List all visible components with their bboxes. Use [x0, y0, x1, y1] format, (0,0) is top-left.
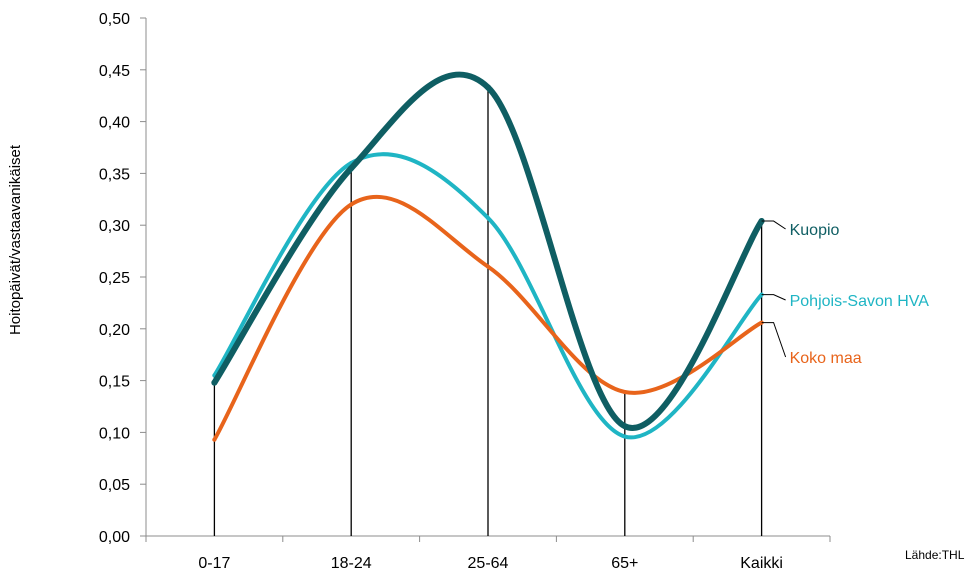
- data-point: [349, 202, 354, 207]
- series-line-koko-maa: [212, 194, 764, 442]
- y-tick-label: 0,45: [99, 63, 130, 80]
- x-tick-label: 18-24: [331, 555, 372, 572]
- y-tick-label: 0,40: [99, 115, 130, 132]
- y-tick-label: 0,20: [99, 322, 130, 339]
- y-tick-label: 0,30: [99, 218, 130, 235]
- series-label-leader: [761, 322, 787, 358]
- y-tick-label: 0,10: [99, 425, 130, 442]
- category-droplines: [213, 87, 763, 536]
- series-label: Koko maa: [790, 350, 862, 367]
- source-label: Lähde:THL: [905, 548, 965, 562]
- y-tick-label: 0,25: [99, 270, 130, 287]
- series-labels: Kuopio Pohjois-Savon HVA Koko maa: [761, 220, 930, 367]
- y-tick-label: 0,05: [99, 477, 130, 494]
- chart-axes: 0,00 0,05 0,10 0,15 0,20 0,25 0,30 0,35 0,40 0,45…: [99, 11, 831, 572]
- x-tick-label: 25-64: [468, 555, 509, 572]
- data-point: [211, 379, 218, 386]
- y-tick-label: 0,00: [99, 529, 130, 546]
- x-tick-label: Kaikki: [740, 555, 783, 572]
- series-label-leader: [761, 220, 786, 230]
- x-tick-label: 0-17: [198, 555, 230, 572]
- series-label-leader: [761, 294, 786, 301]
- series-line-kuopio: [211, 71, 765, 431]
- data-point: [621, 423, 628, 430]
- chart-series: [211, 71, 765, 442]
- data-point: [485, 84, 491, 91]
- data-point: [622, 434, 627, 439]
- data-point: [348, 165, 355, 172]
- x-tick-label: 65+: [611, 555, 638, 572]
- y-tick-label: 0,15: [99, 374, 130, 391]
- y-axis-label: Hoitopäivät/vastaavanikäiset: [7, 144, 24, 335]
- y-tick-label: 0,35: [99, 166, 130, 183]
- data-point: [622, 389, 627, 394]
- series-label: Kuopio: [790, 222, 840, 239]
- y-tick-label: 0,50: [99, 11, 130, 28]
- data-point: [486, 264, 490, 269]
- data-point: [212, 437, 217, 442]
- data-point: [486, 215, 490, 220]
- series-label: Pohjois-Savon HVA: [790, 293, 930, 310]
